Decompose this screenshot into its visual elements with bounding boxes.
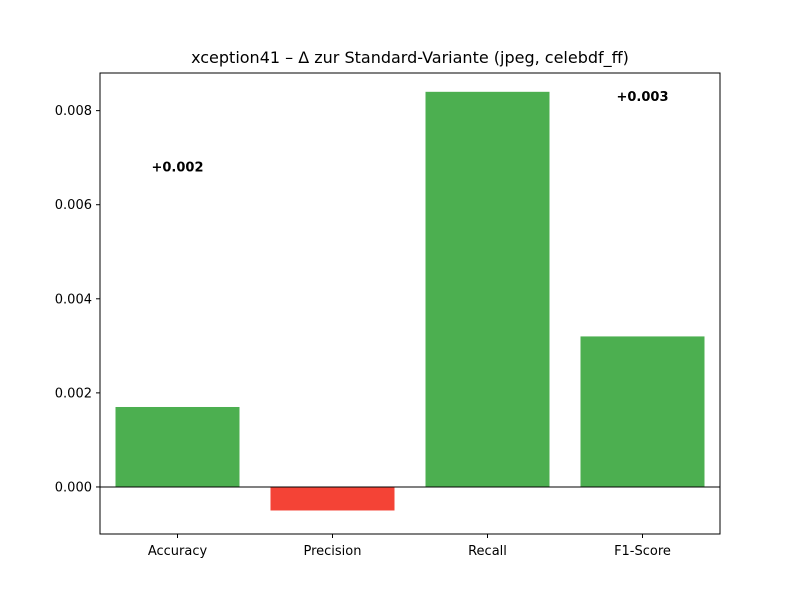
y-tick-label: 0.002 bbox=[55, 386, 92, 401]
x-tick-label: Precision bbox=[303, 544, 361, 559]
x-tick-label: Accuracy bbox=[148, 544, 208, 559]
y-tick-label: 0.000 bbox=[55, 480, 92, 495]
plot-frame bbox=[99, 72, 721, 535]
bar-f1-score bbox=[580, 336, 705, 487]
y-tick-label: 0.006 bbox=[55, 198, 92, 213]
y-tick-label: 0.008 bbox=[55, 104, 92, 119]
bar-precision bbox=[270, 486, 395, 511]
bar-recall bbox=[425, 91, 550, 487]
bar-accuracy bbox=[115, 406, 240, 487]
x-tick-label: F1-Score bbox=[614, 544, 671, 559]
data-label: +0.002 bbox=[151, 161, 203, 176]
chart-title: xception41 – Δ zur Standard-Variante (jp… bbox=[191, 48, 629, 68]
y-tick-label: 0.004 bbox=[55, 292, 92, 307]
data-label: +0.003 bbox=[616, 90, 668, 105]
x-tick-label: Recall bbox=[468, 544, 507, 559]
plot-area: 0.000 0.002 0.004 0.006 0.008 Accuracy Precisi… bbox=[55, 72, 721, 559]
